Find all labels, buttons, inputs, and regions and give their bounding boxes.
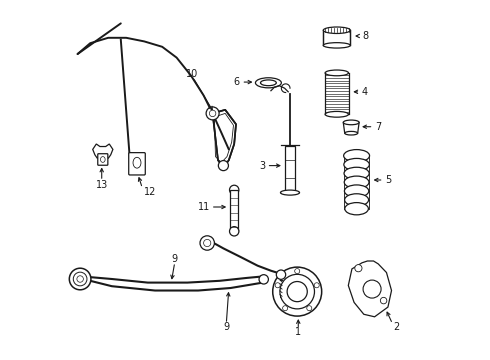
Text: 4: 4 xyxy=(362,87,368,97)
Circle shape xyxy=(287,282,307,302)
Text: 9: 9 xyxy=(223,322,229,332)
Bar xyxy=(323,30,350,45)
Ellipse shape xyxy=(133,157,141,168)
Text: 2: 2 xyxy=(393,321,400,332)
Circle shape xyxy=(259,275,269,284)
Polygon shape xyxy=(343,122,359,133)
Circle shape xyxy=(206,107,219,120)
Ellipse shape xyxy=(100,157,105,162)
Text: 3: 3 xyxy=(259,161,266,171)
Bar xyxy=(325,73,348,114)
Circle shape xyxy=(204,239,211,247)
Circle shape xyxy=(200,236,215,250)
Text: 1: 1 xyxy=(295,327,301,337)
Polygon shape xyxy=(93,144,113,158)
Ellipse shape xyxy=(344,185,369,197)
Ellipse shape xyxy=(325,70,348,76)
Circle shape xyxy=(275,283,280,288)
Polygon shape xyxy=(213,110,236,167)
Circle shape xyxy=(229,227,239,236)
Circle shape xyxy=(363,280,381,298)
Text: 10: 10 xyxy=(186,69,198,79)
Text: 13: 13 xyxy=(96,180,108,190)
Text: 12: 12 xyxy=(144,187,156,197)
Circle shape xyxy=(273,267,321,316)
Text: 7: 7 xyxy=(375,122,382,132)
Text: 8: 8 xyxy=(362,31,368,41)
FancyBboxPatch shape xyxy=(129,153,145,175)
Circle shape xyxy=(280,274,315,309)
Ellipse shape xyxy=(280,190,299,195)
Circle shape xyxy=(283,306,288,311)
Circle shape xyxy=(219,161,228,171)
Text: 9: 9 xyxy=(172,254,178,264)
FancyBboxPatch shape xyxy=(98,154,108,165)
Ellipse shape xyxy=(344,167,369,180)
Ellipse shape xyxy=(343,120,359,125)
Ellipse shape xyxy=(255,78,281,88)
Ellipse shape xyxy=(345,131,358,135)
Circle shape xyxy=(74,272,87,286)
Circle shape xyxy=(314,283,319,288)
Text: 6: 6 xyxy=(233,77,240,87)
Circle shape xyxy=(229,185,239,195)
Ellipse shape xyxy=(325,112,348,117)
Ellipse shape xyxy=(344,158,369,171)
Bar xyxy=(285,146,295,193)
Ellipse shape xyxy=(323,43,350,48)
Circle shape xyxy=(276,270,286,279)
Circle shape xyxy=(355,265,362,272)
Text: 5: 5 xyxy=(386,175,392,185)
Text: 11: 11 xyxy=(197,202,210,212)
Ellipse shape xyxy=(345,203,368,215)
Ellipse shape xyxy=(344,176,369,188)
Ellipse shape xyxy=(261,80,276,86)
Circle shape xyxy=(69,268,91,290)
Circle shape xyxy=(380,297,387,304)
Ellipse shape xyxy=(323,27,350,33)
Circle shape xyxy=(209,110,216,117)
Circle shape xyxy=(77,276,83,282)
Circle shape xyxy=(294,269,300,274)
Circle shape xyxy=(307,306,312,311)
Polygon shape xyxy=(348,261,392,317)
Ellipse shape xyxy=(344,194,368,206)
Bar xyxy=(230,190,238,231)
Ellipse shape xyxy=(343,150,369,162)
